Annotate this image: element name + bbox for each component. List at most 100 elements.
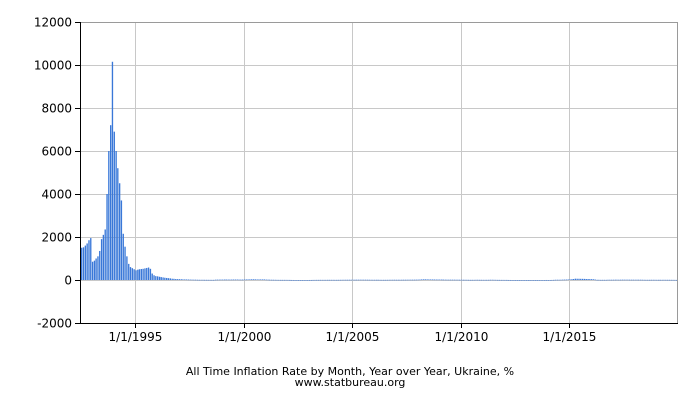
bar (637, 279, 640, 281)
bar (668, 279, 671, 281)
bar (153, 275, 155, 280)
bar (598, 279, 600, 281)
bar (446, 279, 448, 281)
bar (509, 279, 511, 281)
bar (469, 279, 472, 281)
axes (75, 22, 678, 328)
bar (366, 279, 369, 281)
bar (462, 279, 465, 281)
bar (525, 280, 528, 281)
bar (448, 279, 450, 281)
bar (547, 280, 550, 281)
bar (193, 279, 195, 281)
bar (647, 279, 649, 281)
bar (486, 279, 488, 281)
bar (397, 279, 399, 281)
bar (563, 279, 566, 281)
bar (223, 279, 226, 281)
bar (616, 279, 618, 281)
bar (144, 268, 146, 280)
bar (650, 279, 653, 281)
bar (222, 279, 224, 281)
bar (317, 279, 320, 281)
bar (348, 279, 351, 281)
bar (265, 279, 267, 281)
x-tick-label: 1/1/2000 (218, 330, 272, 344)
bar (654, 279, 656, 281)
bar (241, 279, 244, 281)
bar (133, 269, 135, 280)
x-tick-label: 1/1/2005 (326, 330, 380, 344)
bar (536, 280, 539, 281)
plot-background (80, 22, 678, 323)
bar (229, 279, 231, 281)
bar (487, 279, 490, 281)
bar (263, 279, 266, 281)
y-tick-label: 10000 (34, 59, 72, 73)
bar (137, 269, 139, 280)
bar (449, 279, 452, 281)
bar (214, 279, 217, 281)
y-tick-label: 6000 (41, 145, 72, 159)
bar (281, 279, 284, 281)
bar (118, 183, 121, 280)
bar (619, 279, 622, 281)
bar (111, 61, 114, 280)
bar (232, 279, 235, 281)
bar (386, 279, 388, 281)
bar (643, 279, 645, 281)
bar (115, 151, 117, 280)
bar-series (81, 61, 678, 281)
bar (187, 279, 190, 281)
bar (639, 279, 642, 281)
bar (374, 279, 376, 281)
bar (478, 279, 481, 281)
bar (659, 279, 662, 281)
bar (661, 279, 663, 281)
bar (350, 279, 352, 281)
bar (507, 279, 510, 281)
bar (636, 279, 638, 281)
bar (113, 131, 115, 280)
bar (431, 279, 434, 281)
bar (357, 279, 360, 281)
bar (191, 279, 193, 281)
bar (574, 278, 577, 280)
bar (390, 279, 392, 281)
bar (451, 279, 454, 281)
bar (538, 280, 540, 281)
bar (104, 229, 106, 280)
bar (428, 279, 430, 281)
bar (299, 280, 302, 281)
bar (554, 279, 557, 281)
bar (529, 280, 531, 281)
bar (480, 279, 483, 281)
bar (629, 279, 631, 281)
bar (213, 279, 215, 281)
bar (184, 279, 186, 281)
bar (459, 279, 461, 281)
bar (491, 279, 493, 281)
bar (294, 280, 296, 281)
bar (534, 280, 537, 281)
bar (531, 280, 533, 281)
bar (498, 279, 501, 281)
bar (149, 268, 152, 280)
bar (609, 279, 611, 281)
bar (437, 279, 439, 281)
bar (234, 279, 237, 281)
y-tick-label: 2000 (41, 231, 72, 245)
bar (401, 279, 403, 281)
bar (330, 279, 332, 281)
bar (475, 279, 477, 281)
bar (292, 279, 294, 281)
bar (542, 280, 544, 281)
bar (314, 279, 316, 281)
bar (572, 279, 575, 280)
bar (122, 233, 124, 280)
bar (473, 279, 475, 281)
bar (560, 279, 562, 281)
bar (171, 278, 173, 280)
bar (301, 280, 304, 281)
bar (290, 279, 293, 281)
